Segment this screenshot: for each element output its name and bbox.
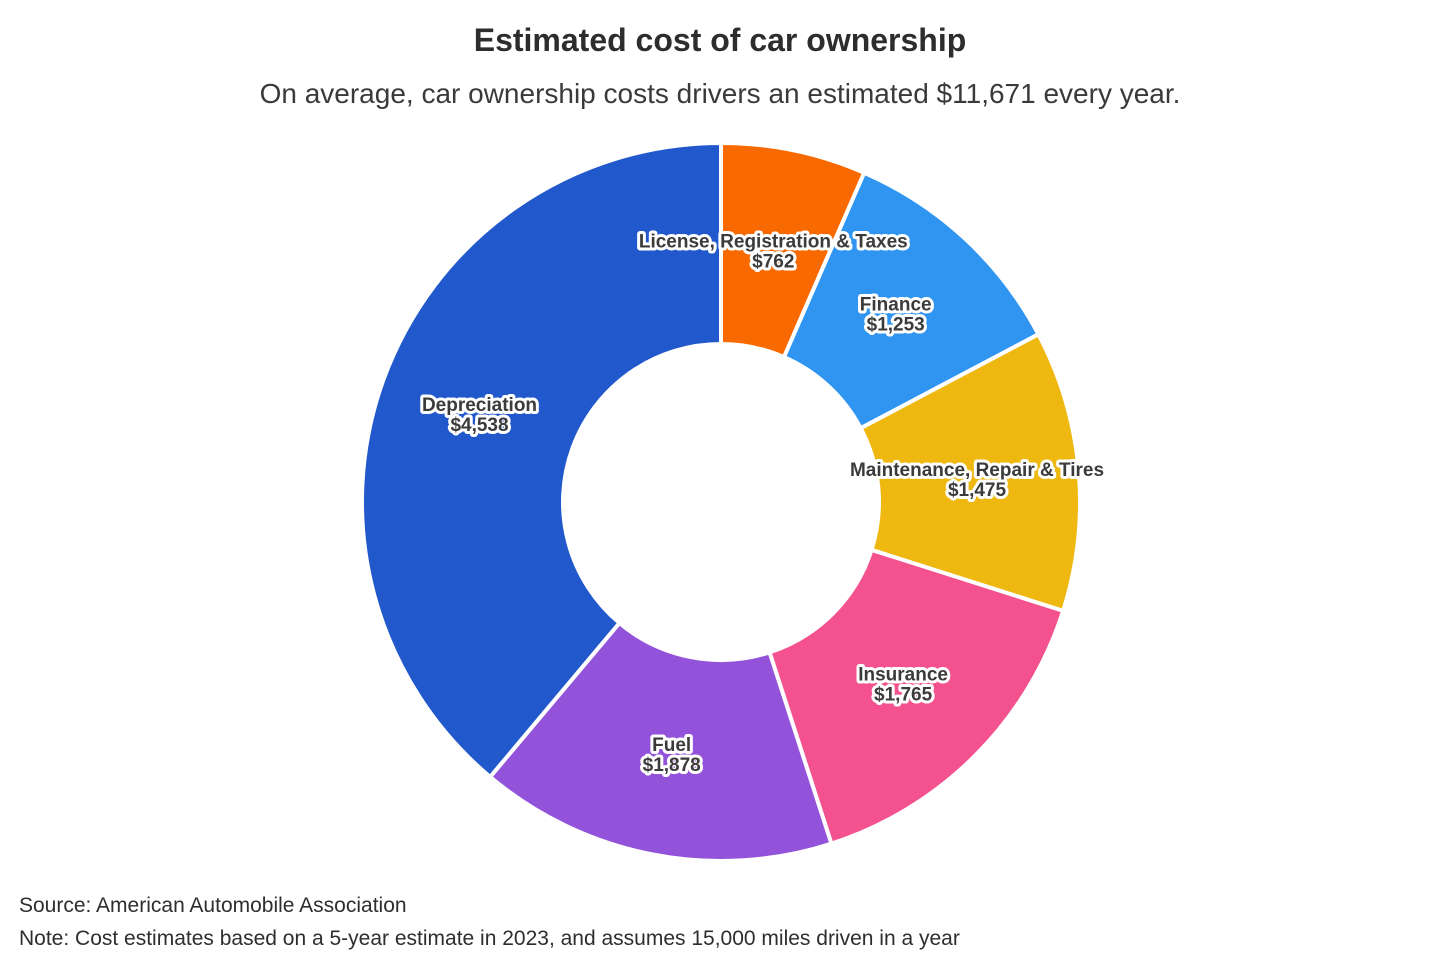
donut-slice-insurance: [767, 547, 1066, 846]
chart-subtitle: On average, car ownership costs drivers …: [259, 78, 1181, 109]
slice-label-insurance: Insurance $1,765: [858, 664, 948, 705]
donut-slice-depreciation: [359, 141, 723, 779]
footnote: Note: Cost estimates based on a 5-year e…: [19, 927, 960, 950]
footer: Source: American Automobile Association …: [19, 889, 960, 955]
slice-label-maintenance-repair-tires: Maintenance, Repair & Tires $1,475: [850, 460, 1104, 501]
donut-slice-finance: [782, 170, 1041, 431]
donut-slice-maintenance-repair-tires: [858, 332, 1082, 613]
slice-label-license-registration-taxes: License, Registration & Taxes $762: [639, 231, 908, 272]
source-note: Source: American Automobile Association: [19, 894, 407, 917]
chart-title: Estimated cost of car ownership: [473, 22, 967, 58]
slice-label-finance: Finance $1,253: [860, 295, 932, 336]
donut-slice-fuel: [488, 621, 834, 863]
slice-label-fuel: Fuel $1,878: [643, 735, 701, 776]
slice-label-depreciation: Depreciation $4,538: [422, 395, 537, 436]
